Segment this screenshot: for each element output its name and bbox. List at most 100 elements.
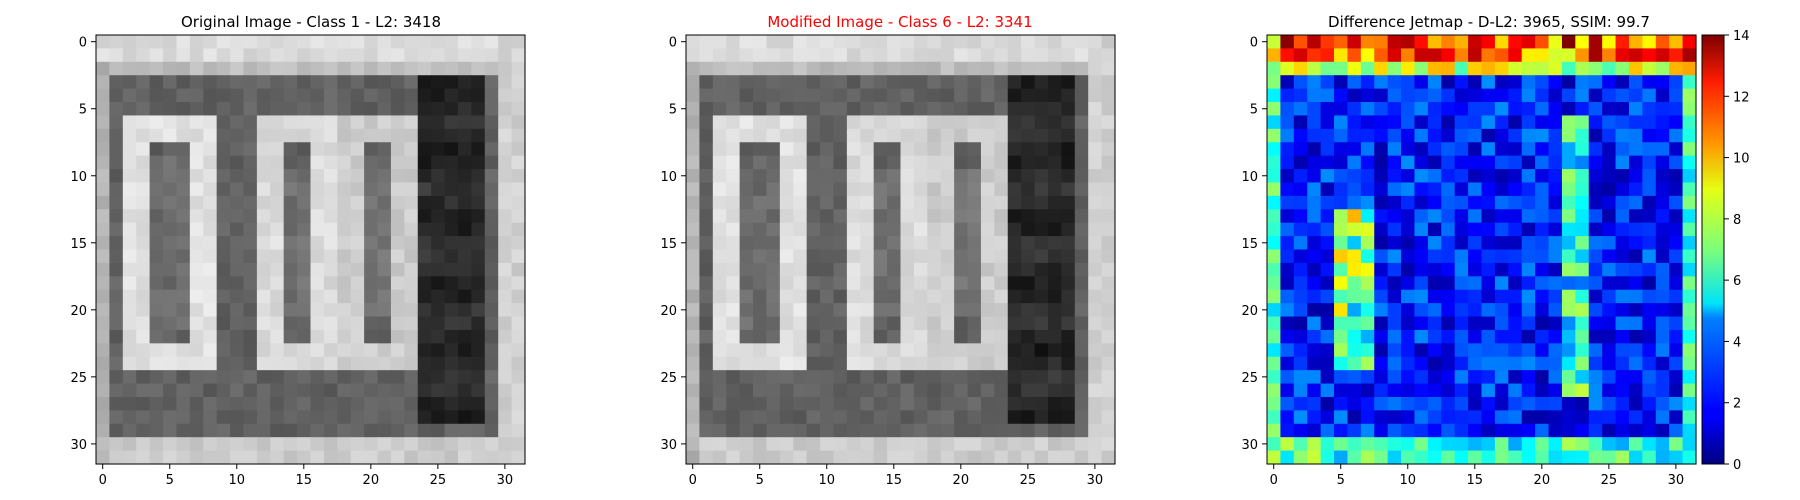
pixel-cell (1101, 262, 1116, 277)
pixel-cell (1521, 450, 1536, 465)
pixel-cell (1669, 343, 1684, 358)
pixel-cell (484, 289, 499, 304)
pixel-cell (96, 48, 111, 63)
pixel-cell (1280, 356, 1295, 371)
pixel-cell (1454, 35, 1469, 50)
pixel-cell (1508, 423, 1523, 438)
pixel-cell (1548, 222, 1563, 237)
pixel-cell (1293, 343, 1308, 358)
pixel-cell (967, 410, 982, 425)
pixel-cell (967, 88, 982, 103)
pixel-cell (686, 410, 701, 425)
pixel-cell (444, 276, 459, 291)
pixel-cell (1047, 222, 1062, 237)
pixel-cell (270, 169, 285, 184)
pixel-cell (1655, 370, 1670, 385)
pixel-cell (256, 61, 271, 76)
x-tick-label: 25 (1020, 473, 1037, 488)
pixel-cell (350, 169, 365, 184)
pixel-cell (913, 169, 928, 184)
pixel-cell (283, 128, 298, 143)
pixel-cell (806, 423, 821, 438)
pixel-cell (1280, 316, 1295, 331)
pixel-cell (1468, 343, 1483, 358)
pixel-cell (1293, 75, 1308, 90)
pixel-cell (846, 88, 861, 103)
pixel-cell (1034, 236, 1049, 251)
pixel-cell (927, 303, 942, 318)
pixel-cell (1494, 48, 1509, 63)
pixel-cell (1615, 370, 1630, 385)
pixel-cell (431, 236, 446, 251)
pixel-cell (417, 329, 432, 344)
pixel-cell (1615, 249, 1630, 264)
pixel-cell (230, 209, 245, 224)
pixel-cell (726, 289, 741, 304)
pixel-cell (1414, 128, 1429, 143)
pixel-cell (1481, 35, 1496, 50)
pixel-cell (739, 262, 754, 277)
pixel-cell (270, 88, 285, 103)
pixel-cell (377, 75, 392, 90)
pixel-cell (1347, 343, 1362, 358)
pixel-cell (256, 128, 271, 143)
pixel-cell (1588, 343, 1603, 358)
pixel-cell (1280, 209, 1295, 224)
pixel-cell (1047, 209, 1062, 224)
pixel-cell (1347, 195, 1362, 210)
pixel-cell (1468, 383, 1483, 398)
pixel-cell (96, 102, 111, 117)
pixel-cell (176, 289, 191, 304)
pixel-cell (498, 289, 513, 304)
pixel-cell (994, 370, 1009, 385)
pixel-cell (243, 169, 258, 184)
pixel-cell (913, 142, 928, 157)
pixel-cell (1074, 61, 1089, 76)
pixel-cell (1615, 356, 1630, 371)
pixel-cell (1007, 356, 1022, 371)
pixel-cell (1387, 276, 1402, 291)
pixel-cell (686, 182, 701, 197)
pixel-cell (1481, 249, 1496, 264)
pixel-cell (1320, 115, 1335, 130)
pixel-cell (1615, 437, 1630, 452)
pixel-cell (1074, 182, 1089, 197)
pixel-cell (471, 75, 486, 90)
pixel-cell (860, 195, 875, 210)
pixel-cell (1642, 276, 1657, 291)
pixel-cell (793, 262, 808, 277)
pixel-cell (1414, 383, 1429, 398)
pixel-cell (96, 195, 111, 210)
pixel-cell (1548, 102, 1563, 117)
pixel-cell (940, 303, 955, 318)
pixel-cell (511, 142, 526, 157)
pixel-cell (1454, 102, 1469, 117)
pixel-cell (96, 209, 111, 224)
pixel-cell (1007, 182, 1022, 197)
pixel-cell (390, 48, 405, 63)
pixel-cell (954, 303, 969, 318)
pixel-cell (1441, 423, 1456, 438)
pixel-cell (1441, 437, 1456, 452)
pixel-cell (753, 182, 768, 197)
pixel-cell (270, 289, 285, 304)
pixel-cell (1602, 249, 1617, 264)
pixel-cell (1561, 169, 1576, 184)
pixel-cell (1034, 276, 1049, 291)
pixel-cell (1441, 209, 1456, 224)
pixel-cell (149, 356, 164, 371)
pixel-cell (739, 142, 754, 157)
pixel-cell (873, 303, 888, 318)
pixel-cell (1334, 195, 1349, 210)
pixel-cell (739, 316, 754, 331)
pixel-cell (739, 61, 754, 76)
pixel-cell (699, 75, 714, 90)
pixel-cell (1628, 128, 1643, 143)
pixel-cell (726, 115, 741, 130)
pixel-cell (1088, 437, 1103, 452)
pixel-cell (1494, 195, 1509, 210)
pixel-cell (471, 115, 486, 130)
pixel-cell (1494, 128, 1509, 143)
pixel-cell (1682, 396, 1697, 411)
pixel-cell (109, 316, 124, 331)
